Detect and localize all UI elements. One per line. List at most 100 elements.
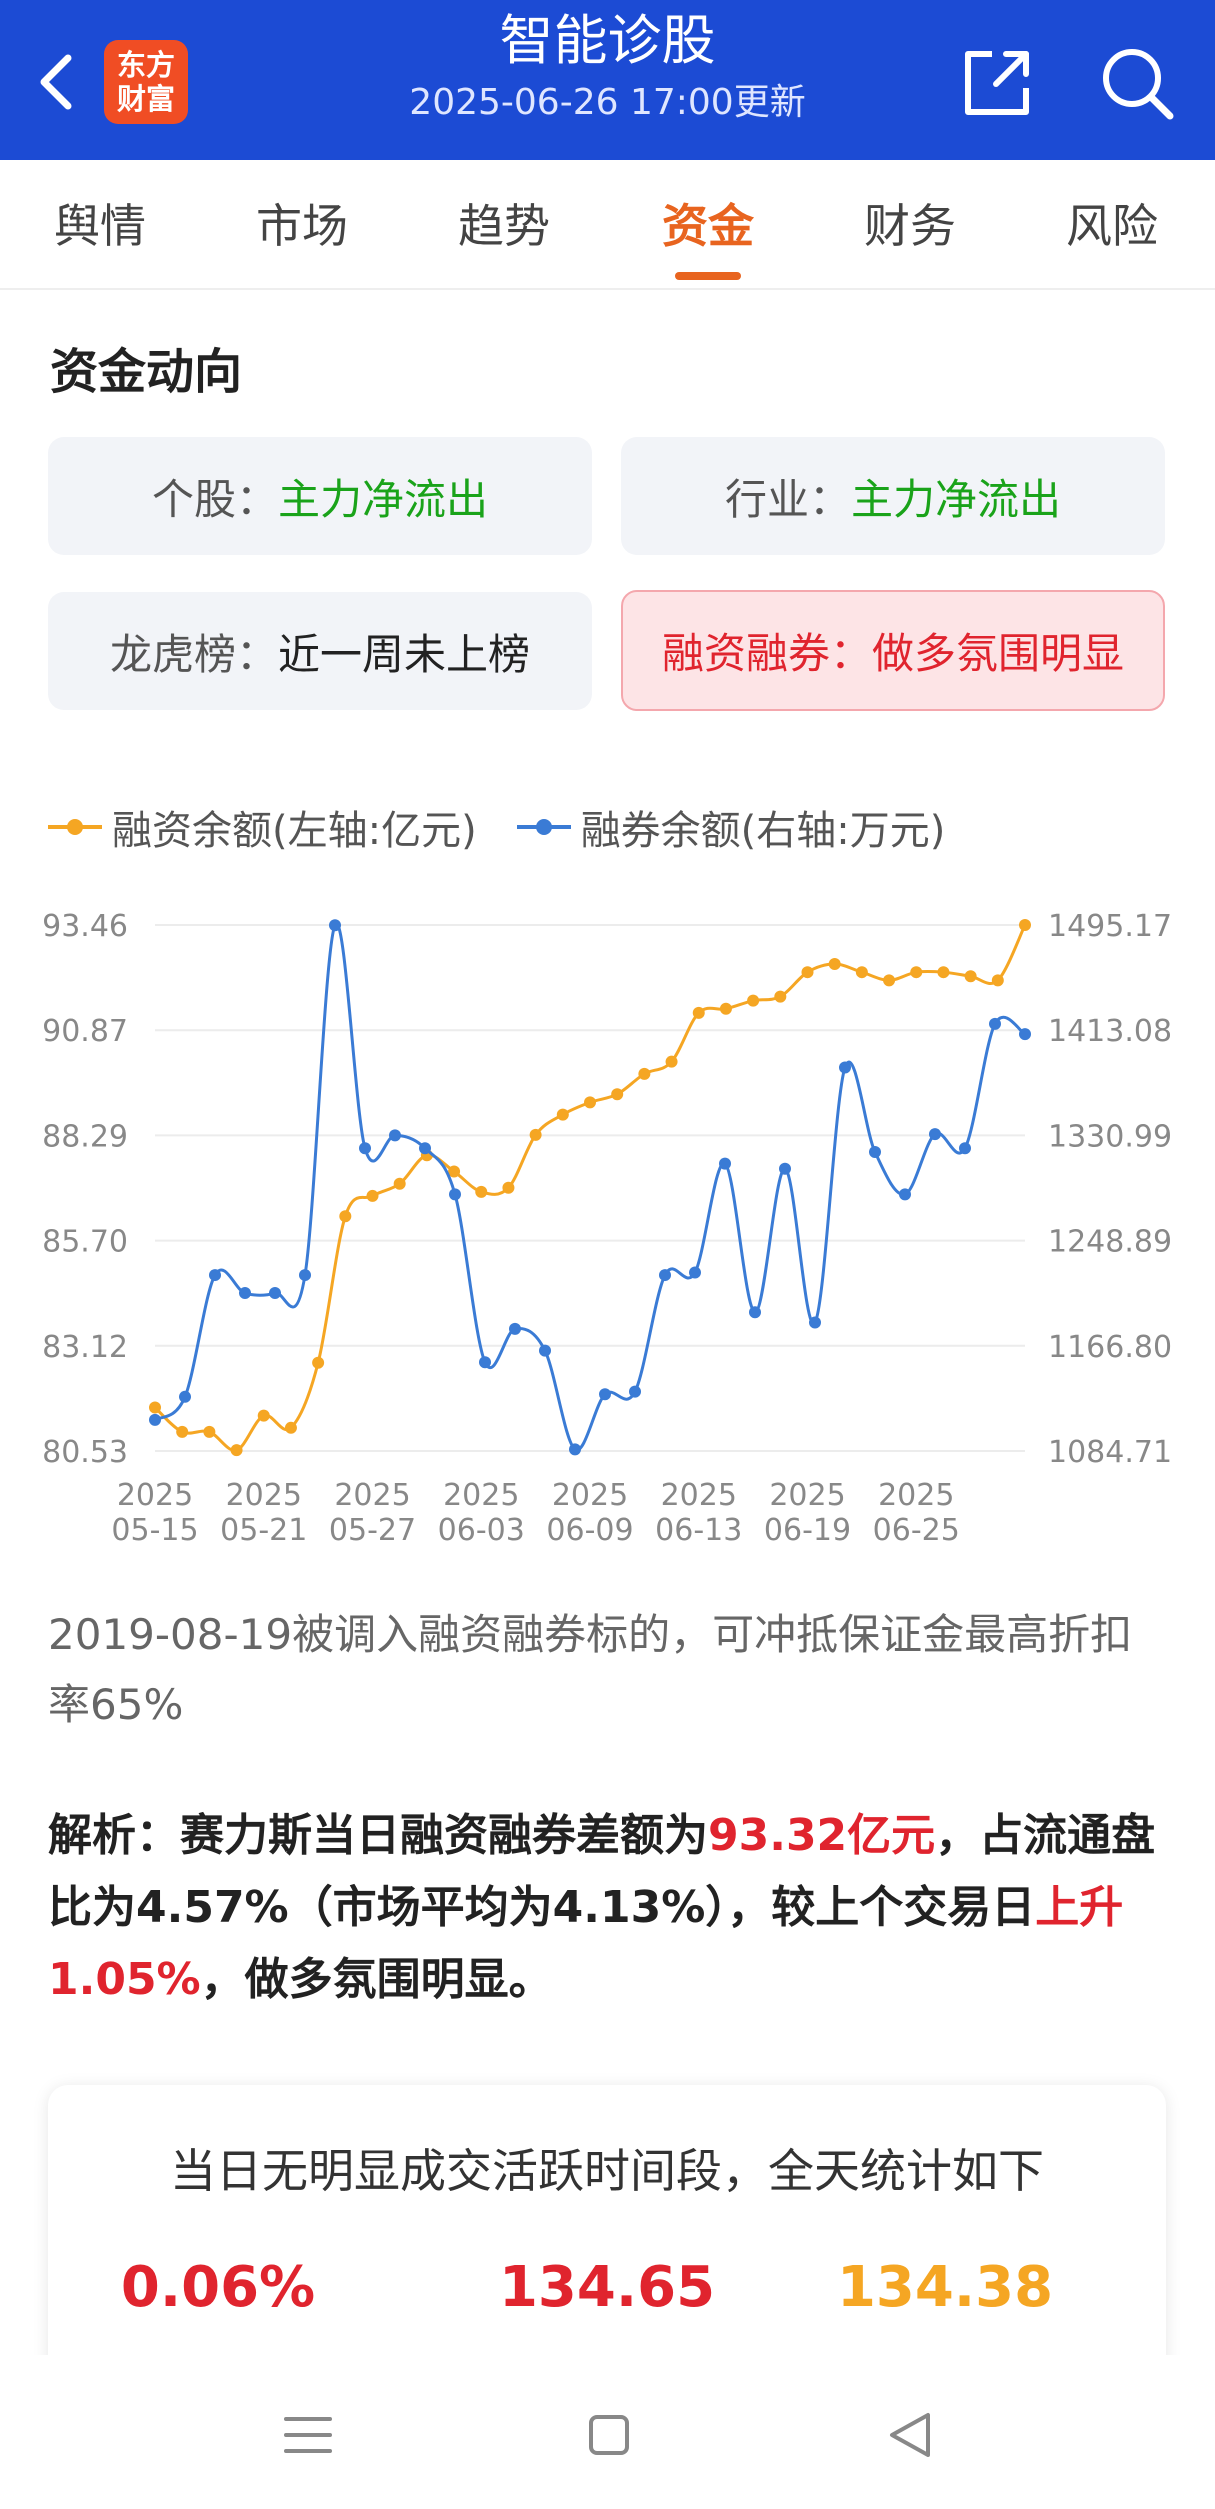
back-button[interactable] xyxy=(30,40,90,120)
financing-point xyxy=(529,1128,542,1141)
financing-point xyxy=(719,1002,732,1015)
card-stock-flow[interactable]: 个股： 主力净流出 xyxy=(48,437,592,555)
lending-point xyxy=(629,1385,641,1398)
tab-market[interactable]: 市场 xyxy=(256,199,348,253)
x-tick-year: 2025 xyxy=(661,1478,737,1513)
lending-point xyxy=(719,1157,731,1170)
financing-point xyxy=(448,1165,461,1178)
logo-line1: 东方 xyxy=(116,48,175,82)
card-value: 近一周未上榜 xyxy=(278,629,531,679)
financing-point xyxy=(502,1181,515,1194)
financing-point xyxy=(611,1088,624,1101)
financing-point xyxy=(556,1108,569,1121)
lending-point xyxy=(599,1388,611,1401)
update-time: 2025-06-26 17:00更新 xyxy=(409,82,806,123)
section-title: 资金动向 xyxy=(50,344,243,400)
x-tick-date: 05-15 xyxy=(111,1513,198,1548)
card-dragon-tiger[interactable]: 龙虎榜： 近一周未上榜 xyxy=(48,592,592,710)
app-logo: 东方 财富 xyxy=(104,40,188,124)
tab-trend[interactable]: 趋势 xyxy=(458,199,550,253)
tab-risk[interactable]: 风险 xyxy=(1066,199,1158,253)
financing-point xyxy=(149,1401,161,1414)
right-axis-tick: 1166.80 xyxy=(1048,1330,1172,1365)
left-axis-tick: 90.87 xyxy=(42,1014,128,1049)
nav-home-button[interactable] xyxy=(569,2395,649,2475)
legend-swatch-blue xyxy=(516,812,571,842)
app-header: 东方 财富 智能诊股 2025-06-26 17:00更新 xyxy=(0,0,1215,160)
x-tick-date: 06-09 xyxy=(546,1513,633,1548)
x-tick-year: 2025 xyxy=(334,1478,410,1513)
lending-point xyxy=(419,1142,431,1155)
legend-financing[interactable]: 融资余额(左轴:亿元) xyxy=(48,798,477,856)
search-icon xyxy=(1103,49,1174,120)
right-axis-tick: 1330.99 xyxy=(1048,1119,1172,1154)
share-button[interactable] xyxy=(956,40,1040,124)
financing-point xyxy=(991,974,1004,987)
lending-point xyxy=(389,1129,401,1142)
tab-finance[interactable]: 财务 xyxy=(864,199,956,253)
financing-point xyxy=(747,994,760,1007)
right-axis-tick: 1248.89 xyxy=(1048,1225,1172,1260)
lending-point xyxy=(779,1162,791,1175)
lending-point xyxy=(149,1413,161,1426)
lending-point xyxy=(329,919,341,932)
x-tick-year: 2025 xyxy=(443,1478,519,1513)
lending-point xyxy=(989,1017,1001,1030)
legend-swatch-orange xyxy=(48,812,102,842)
card-key: 个股： xyxy=(151,474,278,524)
back-triangle-icon xyxy=(890,2413,930,2457)
card-value: 主力净流出 xyxy=(278,474,489,524)
lending-point xyxy=(809,1316,821,1329)
analysis-part1: 解析：赛力斯当日融资融券差额为 xyxy=(48,1810,708,1861)
menu-icon xyxy=(284,2417,332,2453)
search-button[interactable] xyxy=(1094,40,1178,124)
analysis-amount: 93.32亿元 xyxy=(708,1810,936,1861)
left-axis-tick: 80.53 xyxy=(42,1435,128,1470)
margin-balance-chart: 93.46 1495.17 90.87 1413.08 88.29 1330.99 85.7… xyxy=(42,909,1172,1548)
financing-point xyxy=(257,1409,270,1422)
financing-point xyxy=(828,958,841,971)
lending-point xyxy=(869,1146,881,1159)
lending-point xyxy=(1019,1028,1031,1041)
daily-stats-card: 当日无明显成交活跃时间段，全天统计如下 0.06% 134.65 134.38 xyxy=(48,2085,1166,2509)
tab-funds[interactable]: 资金 xyxy=(662,199,754,253)
lending-point xyxy=(569,1443,581,1456)
x-tick-year: 2025 xyxy=(878,1478,954,1513)
tab-sentiment[interactable]: 舆情 xyxy=(54,199,146,253)
stat-value-financing: 134.65 xyxy=(498,2255,716,2320)
x-tick-year: 2025 xyxy=(226,1478,302,1513)
lending-point xyxy=(209,1269,221,1282)
x-tick-year: 2025 xyxy=(552,1478,628,1513)
nav-back-button[interactable] xyxy=(870,2395,950,2475)
financing-point xyxy=(176,1425,189,1438)
lending-point xyxy=(899,1188,911,1201)
left-axis-tick: 93.46 xyxy=(42,909,128,944)
legend-securities-lending[interactable]: 融券余额(右轴:万元) xyxy=(516,798,945,856)
home-square-icon xyxy=(589,2415,629,2455)
lending-point xyxy=(239,1287,251,1300)
stat-value-balance: 134.38 xyxy=(836,2255,1054,2320)
financing-point xyxy=(475,1185,488,1198)
logo-line2: 财富 xyxy=(116,82,175,116)
financing-point xyxy=(312,1356,325,1369)
x-tick-year: 2025 xyxy=(117,1478,193,1513)
financing-point xyxy=(366,1189,379,1202)
lending-point xyxy=(179,1390,191,1403)
financing-point xyxy=(393,1177,406,1190)
lending-point xyxy=(659,1269,671,1282)
card-value: 做多氛围明显 xyxy=(872,629,1125,678)
financing-point xyxy=(284,1421,297,1434)
legend-label-financing: 融资余额(左轴:亿元) xyxy=(112,808,477,854)
financing-point xyxy=(665,1055,678,1068)
left-axis-tick: 85.70 xyxy=(42,1225,128,1260)
margin-eligibility-note: 2019-08-19被调入融资融券标的，可冲抵保证金最高折扣率65% xyxy=(48,1610,1133,1729)
securities-lending-line xyxy=(154,922,1026,1452)
card-value: 主力净流出 xyxy=(851,474,1062,524)
x-tick-date: 06-13 xyxy=(655,1513,742,1548)
nav-menu-button[interactable] xyxy=(268,2395,348,2475)
card-margin-trading[interactable]: 融资融券： 做多氛围明显 xyxy=(621,590,1165,711)
card-industry-flow[interactable]: 行业： 主力净流出 xyxy=(621,437,1165,555)
x-tick-date: 06-25 xyxy=(873,1513,960,1548)
financing-point xyxy=(692,1006,705,1019)
left-axis-tick: 83.12 xyxy=(42,1330,128,1365)
